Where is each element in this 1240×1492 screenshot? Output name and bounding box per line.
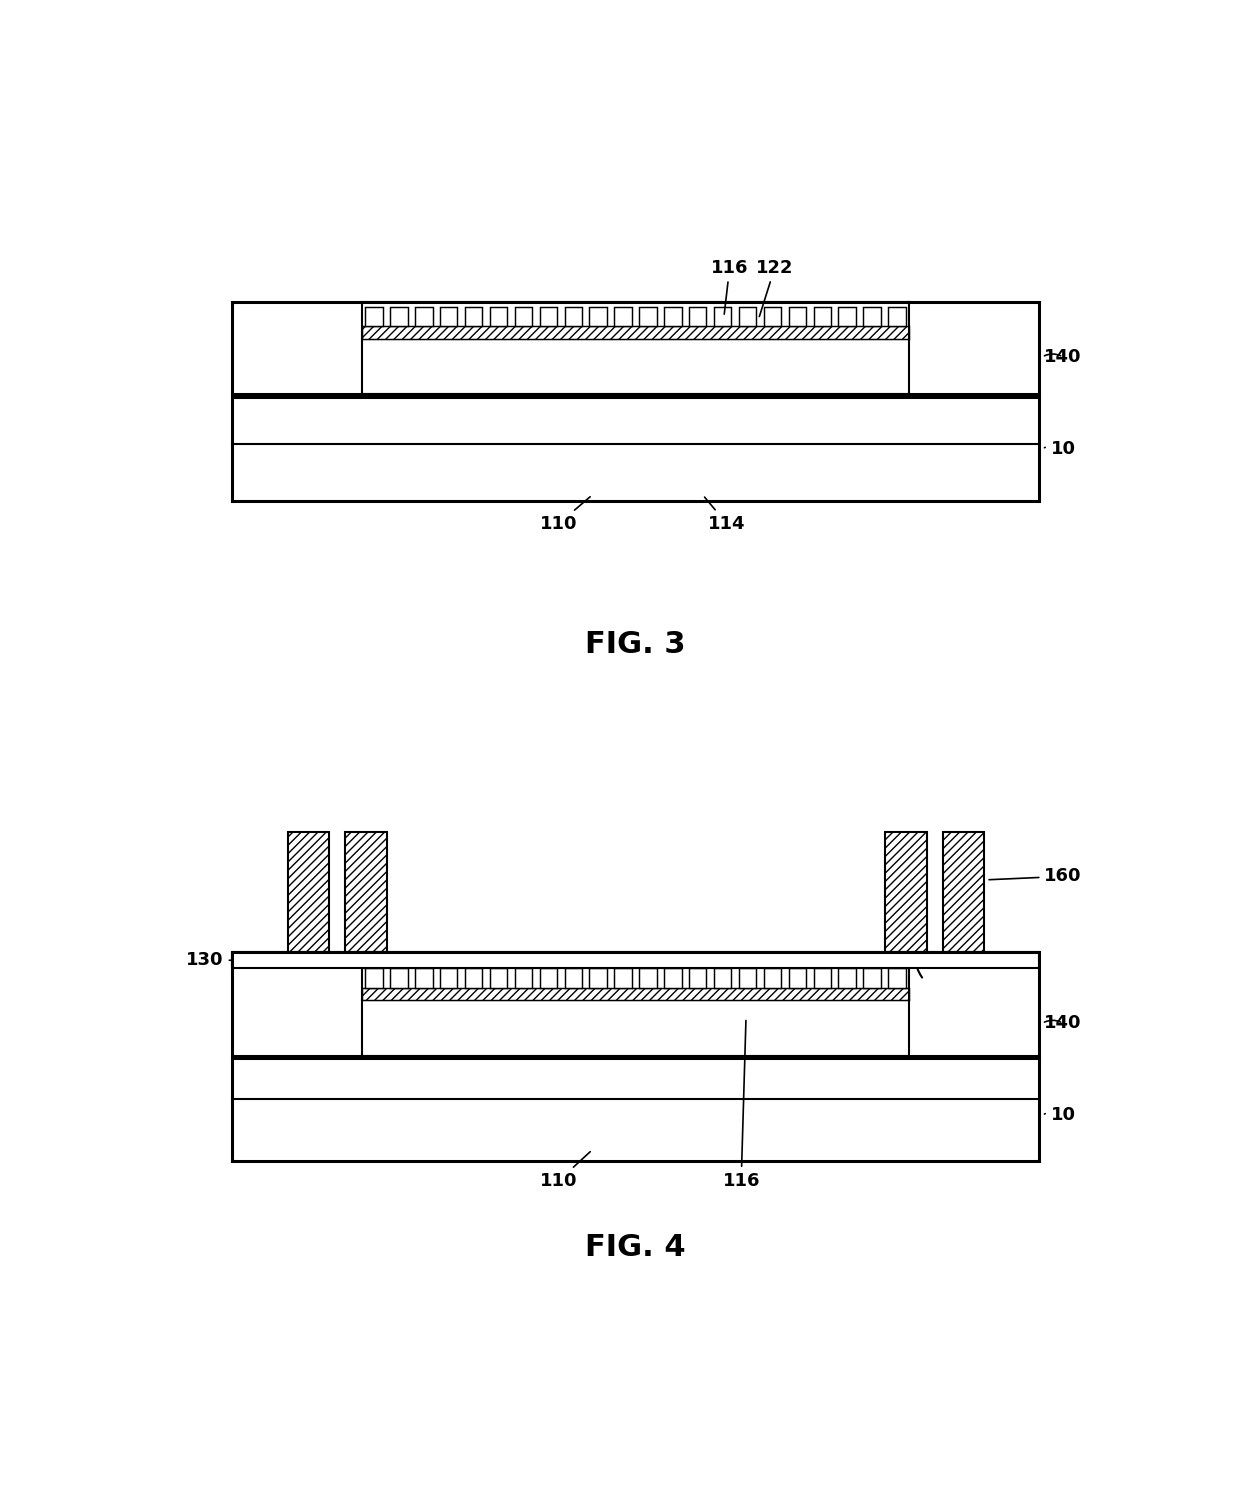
Bar bbox=[232, 952, 1039, 1056]
Bar bbox=[440, 306, 458, 325]
Bar bbox=[739, 968, 756, 988]
Bar bbox=[614, 968, 631, 988]
Text: 130: 130 bbox=[186, 952, 231, 970]
Bar bbox=[391, 306, 408, 325]
Bar bbox=[714, 306, 732, 325]
Text: 160: 160 bbox=[990, 867, 1081, 885]
Bar bbox=[885, 831, 926, 952]
Bar bbox=[689, 306, 707, 325]
Bar bbox=[362, 339, 909, 394]
Bar bbox=[764, 306, 781, 325]
Bar bbox=[665, 306, 682, 325]
Text: 116: 116 bbox=[711, 258, 749, 315]
Bar bbox=[665, 968, 682, 988]
Bar bbox=[366, 306, 383, 325]
Bar bbox=[739, 306, 756, 325]
Bar bbox=[714, 968, 732, 988]
Bar bbox=[689, 968, 707, 988]
Text: 122: 122 bbox=[756, 258, 794, 316]
Bar bbox=[362, 325, 909, 339]
Bar bbox=[838, 968, 856, 988]
Bar bbox=[515, 306, 532, 325]
Bar bbox=[366, 968, 383, 988]
Bar bbox=[415, 306, 433, 325]
Bar bbox=[640, 968, 657, 988]
Bar bbox=[863, 968, 880, 988]
Text: 116: 116 bbox=[723, 1021, 760, 1189]
Bar bbox=[863, 306, 880, 325]
Bar bbox=[539, 306, 557, 325]
Bar bbox=[232, 301, 1039, 394]
Bar bbox=[789, 968, 806, 988]
Text: FIG. 3: FIG. 3 bbox=[585, 630, 686, 659]
Bar bbox=[362, 1001, 909, 1056]
Bar bbox=[465, 306, 482, 325]
Text: 10: 10 bbox=[1044, 1107, 1075, 1125]
Text: 140: 140 bbox=[1044, 348, 1081, 366]
Text: 140: 140 bbox=[1044, 1015, 1081, 1032]
Bar bbox=[515, 968, 532, 988]
Bar bbox=[440, 968, 458, 988]
Bar bbox=[564, 968, 582, 988]
Text: 110: 110 bbox=[539, 497, 590, 533]
Bar bbox=[288, 831, 329, 952]
Text: 10: 10 bbox=[1044, 440, 1075, 458]
Bar bbox=[345, 831, 387, 952]
Bar bbox=[888, 968, 905, 988]
Bar bbox=[415, 968, 433, 988]
Bar bbox=[465, 968, 482, 988]
Bar bbox=[942, 831, 985, 952]
Bar bbox=[614, 306, 631, 325]
Bar bbox=[589, 968, 606, 988]
Bar bbox=[813, 968, 831, 988]
Bar bbox=[362, 988, 909, 1001]
Bar bbox=[764, 968, 781, 988]
Text: FIG. 4: FIG. 4 bbox=[585, 1232, 686, 1262]
Bar bbox=[789, 306, 806, 325]
Text: 110: 110 bbox=[539, 1152, 590, 1189]
Bar bbox=[564, 306, 582, 325]
Bar bbox=[232, 952, 1039, 968]
Text: 114: 114 bbox=[704, 497, 745, 533]
Bar bbox=[888, 306, 905, 325]
Bar bbox=[391, 968, 408, 988]
Bar bbox=[589, 306, 606, 325]
Bar bbox=[539, 968, 557, 988]
Bar bbox=[813, 306, 831, 325]
Bar bbox=[838, 306, 856, 325]
Bar bbox=[232, 397, 1039, 501]
Bar bbox=[490, 968, 507, 988]
Bar bbox=[490, 306, 507, 325]
Bar bbox=[232, 1058, 1039, 1161]
Bar bbox=[640, 306, 657, 325]
